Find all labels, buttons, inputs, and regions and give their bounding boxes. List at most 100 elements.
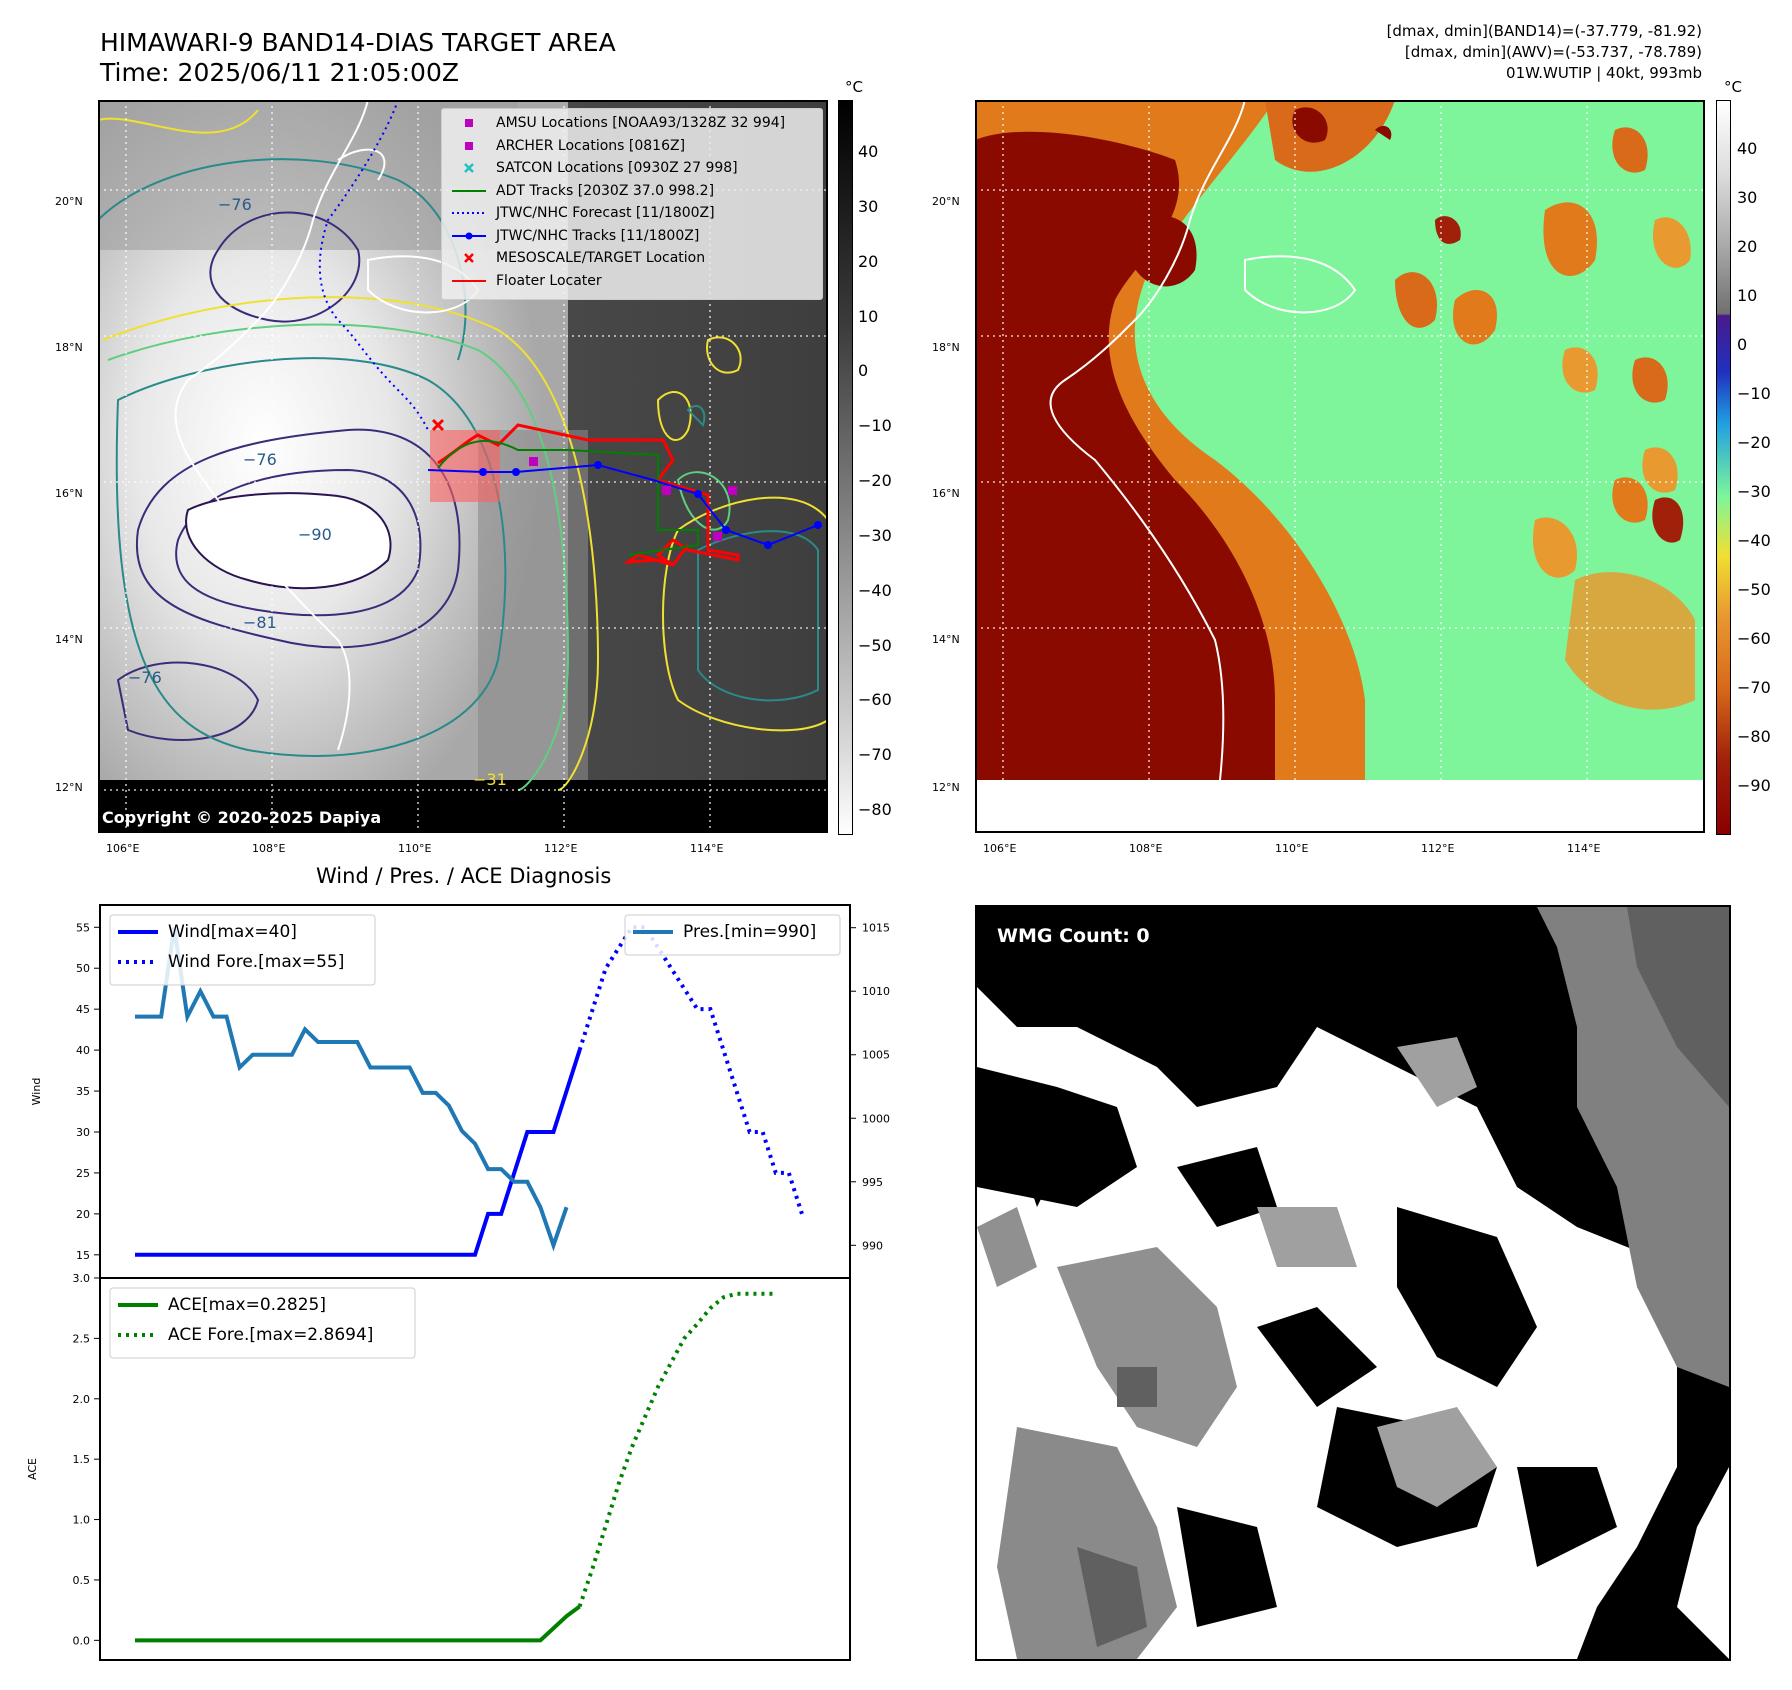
colorbar-tick: −60 [1737, 629, 1771, 648]
legend-marker [465, 141, 473, 150]
legend-label: JTWC/NHC Forecast [11/1800Z] [496, 205, 715, 221]
legend-item: MESOSCALE/TARGET Location [450, 248, 705, 268]
ace-tick-label: 1.0 [73, 1514, 91, 1527]
wind-tick-label: 45 [76, 1003, 90, 1016]
pressure-tick-label: 990 [862, 1239, 883, 1252]
colorbar-tick: −70 [1737, 678, 1771, 697]
contour-label: −90 [298, 525, 332, 544]
colorbar-tick: 40 [1737, 139, 1758, 158]
lat-label: 12°N [932, 781, 960, 794]
pressure-legend-bg [624, 914, 841, 956]
legend-label: ARCHER Locations [0816Z] [496, 137, 686, 154]
legend-label: MESOSCALE/TARGET Location [496, 250, 706, 266]
colorbar-tick: −50 [1737, 580, 1771, 599]
legend-label: SATCON Locations [0930Z 27 998] [496, 160, 738, 176]
colorbar-tick: −50 [858, 635, 892, 655]
wind-tick-label: 50 [76, 962, 90, 975]
lon-label: 108°E [1129, 842, 1163, 855]
copyright-text: Copyright © 2020-2025 Dapiya [102, 808, 382, 827]
ir-map-right-svg [975, 99, 1705, 833]
legend-marker [452, 212, 486, 214]
series-line-2 [135, 927, 569, 1252]
ace-series-line-1 [577, 1291, 776, 1608]
ace-tick-label: 0.0 [73, 1634, 91, 1647]
lat-label: 14°N [932, 633, 960, 646]
colorbar-tick: 30 [1737, 188, 1758, 207]
pressure-tick-label: 995 [862, 1176, 883, 1189]
lat-label: 20°N [55, 195, 83, 208]
wind-tick-label: 25 [76, 1167, 90, 1180]
legend-label: JTWC/NHC Tracks [11/1800Z] [496, 227, 700, 244]
lat-label: 20°N [932, 195, 960, 208]
colorbar-tick: 20 [858, 251, 879, 271]
ace-tick-label: 0.5 [73, 1574, 91, 1587]
contour-label: −76 [128, 668, 162, 687]
ace-legend-bg [109, 1287, 416, 1359]
pressure-tick-label: 1005 [862, 1049, 890, 1062]
colorbar-unit: °C [1724, 78, 1742, 96]
ace-tick-label: 2.0 [73, 1393, 91, 1406]
legend-label: ACE[max=0.2825] [168, 1295, 326, 1315]
lon-label: 114°E [1567, 842, 1601, 855]
colorbar-tick: −10 [1737, 384, 1771, 403]
lon-label: 110°E [1275, 842, 1309, 855]
colorbar-tick: −40 [1737, 531, 1771, 550]
ace-tick-label: 2.5 [73, 1332, 91, 1345]
chart-title: Wind / Pres. / ACE Diagnosis [316, 864, 612, 888]
contour-label: −76 [243, 450, 277, 469]
pressure-tick-label: 1000 [862, 1112, 890, 1125]
ace-axes-frame [99, 1277, 851, 1661]
legend-marker [452, 279, 486, 282]
colorbar-tick: −80 [1737, 727, 1771, 746]
colorbar-unit: °C [845, 78, 863, 96]
colorbar-tick: 40 [858, 142, 879, 161]
series-line-0 [135, 1049, 582, 1257]
legend-item: SATCON Locations [0930Z 27 998] [450, 158, 738, 178]
pressure-tick-label: 1010 [862, 985, 890, 998]
colorbar-left [838, 100, 853, 835]
wind-tick-label: 40 [76, 1044, 90, 1057]
colorbar-tick: 10 [1737, 286, 1758, 305]
contour-label: −81 [243, 613, 277, 632]
wind-legend: Wind[max=40] Wind Fore.[max=55] [109, 914, 376, 986]
colorbar-tick: −80 [858, 800, 892, 819]
colorbar-tick: −70 [858, 745, 892, 765]
lat-label: 18°N [932, 341, 960, 354]
legend-label: ADT Tracks [2030Z 37.0 998.2] [496, 182, 715, 199]
wmg-count: WMG Count: 0 [997, 925, 1150, 947]
legend-label: ACE Fore.[max=2.8694] [168, 1325, 373, 1345]
colorbar-tick: 10 [858, 306, 879, 326]
legend-label: Floater Locater [496, 272, 602, 289]
lat-label: 16°N [932, 487, 960, 500]
wmg-panel: WMG Count: 0 [975, 905, 1731, 1661]
lon-label: 112°E [544, 842, 578, 855]
colorbar-right [1716, 100, 1731, 835]
colorbar-tick: 0 [858, 361, 869, 381]
legend-marker [465, 119, 473, 127]
contour-label: −31 [473, 770, 507, 789]
wind-tick-label: 20 [76, 1208, 90, 1221]
legend-label: Wind Fore.[max=55] [168, 952, 344, 972]
diagnosis-chart: 15 20 25 30 35 40 45 50 55 990 995 1000 1005 1010 1015… [26, 904, 890, 1661]
wind-legend-bg [109, 914, 376, 986]
colorbar-tick: −10 [858, 416, 892, 436]
ace-tick-label: 3.0 [73, 1272, 91, 1285]
legend-label: AMSU Locations [NOAA93/1328Z 32 994] [496, 115, 786, 131]
colorbar-tick: 20 [1737, 237, 1758, 256]
ace-axis-label: ACE [26, 1458, 39, 1480]
page-title: HIMAWARI-9 BAND14-DIAS TARGET AREA [100, 28, 616, 57]
wind-tick-label: 15 [76, 1249, 90, 1262]
lat-label: 18°N [55, 341, 83, 354]
legend-item: ADT Tracks [2030Z 37.0 998.2] [450, 181, 714, 201]
lon-label: 108°E [252, 842, 286, 855]
legend-marker [464, 163, 474, 173]
stats-band14: [dmax, dmin](BAND14)=(-37.779, -81.92) [1386, 22, 1702, 40]
ir-map-left-frame [98, 100, 828, 833]
lat-label: 12°N [55, 781, 83, 794]
wind-tick-label: 35 [76, 1085, 90, 1098]
legend-marker [452, 189, 486, 192]
lat-label: 14°N [55, 633, 83, 646]
colorbar-left-ticks: 40 30 20 10 0 −10 −20 −30 −40 −50 −60 −70 −80 [858, 100, 898, 833]
colorbar-tick: 30 [858, 196, 879, 216]
ace-legend: ACE[max=0.2825] ACE Fore.[max=2.8694] [109, 1287, 416, 1359]
